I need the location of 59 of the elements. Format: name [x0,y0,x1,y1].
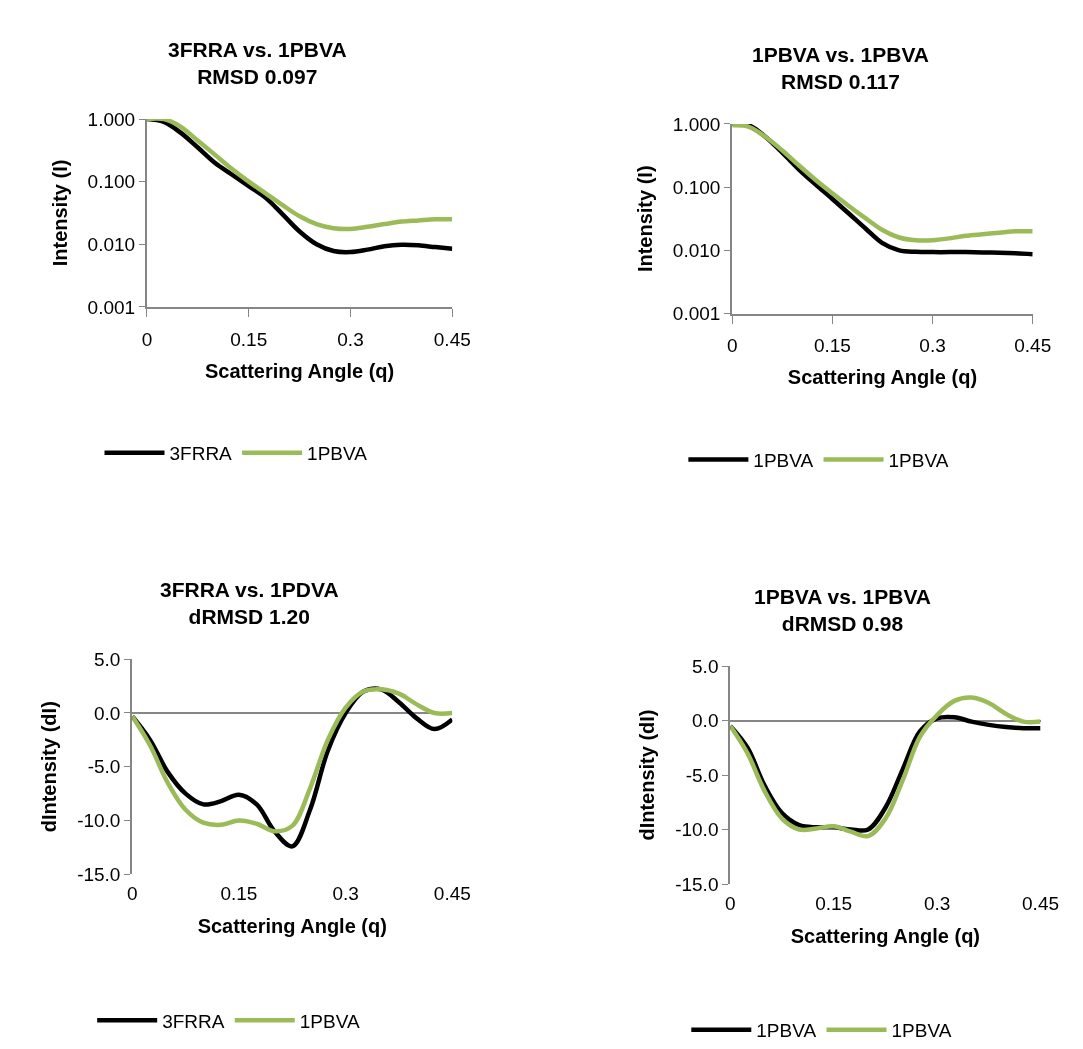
x-tick-label: 0.15 [230,328,268,350]
x-tick-label: 0.3 [923,893,951,915]
x-tick-label: 0.3 [332,883,359,905]
chart-title: 1PBVA vs. 1PBVA [754,585,932,608]
chart-title: 3FRRA vs. 1PDVA [160,578,339,601]
chart-title: 1PBVA vs. 1PBVA [752,43,930,66]
y-tick-label: 5.0 [692,655,719,677]
x-tick-label: 0.45 [433,328,471,350]
y-tick-label: -5.0 [685,764,719,786]
legend-label: 1PBVA [891,1020,952,1042]
y-tick-label: 0.010 [672,240,721,262]
y-tick-label: 0.001 [672,303,721,325]
chart-subtitle: dRMSD 0.98 [781,612,904,636]
y-axis-title: dIntensity (dI) [38,701,61,833]
y-axis-title: Intensity (I) [633,165,656,273]
y-axis-title: dIntensity (dI) [636,709,659,841]
legend-label: 1PBVA [299,1010,360,1032]
y-tick-label: 0.0 [692,710,719,732]
x-axis-title: Scattering Angle (q) [787,366,978,389]
x-tick-label: 0.45 [1014,335,1052,357]
x-axis-title: Scattering Angle (q) [204,359,395,382]
y-tick-label: -5.0 [87,756,121,778]
x-tick-label: 0.45 [1022,893,1060,915]
legend-label: 3FRRA [162,1010,225,1032]
y-tick-label: 1.000 [672,113,721,135]
y-tick-label: 5.0 [94,648,121,670]
chart-subtitle: dRMSD 1.20 [188,605,310,629]
y-tick-label: -10.0 [77,810,121,832]
y-tick-label: -15.0 [77,863,121,885]
y-tick-label: 0.001 [87,296,136,318]
x-tick-label: 0.15 [815,893,853,915]
x-axis-title: Scattering Angle (q) [790,924,981,947]
x-tick-label: 0.3 [337,328,364,350]
legend-label: 1PBVA [756,1020,817,1042]
y-tick-label: 1.000 [87,108,136,130]
legend-label: 1PBVA [753,449,814,471]
y-tick-label: 0.100 [87,171,136,193]
x-tick-label: 0.15 [813,335,851,357]
x-axis-title: Scattering Angle (q) [197,914,387,937]
chart-subtitle: RMSD 0.097 [197,65,318,89]
y-tick-label: 0.010 [87,233,136,255]
x-tick-label: 0.15 [220,883,258,905]
legend-label: 1PBVA [888,449,949,471]
x-tick-label: 0 [141,328,153,350]
x-tick-label: 0 [126,883,138,905]
y-tick-label: -15.0 [675,873,719,895]
x-tick-label: 0.45 [433,883,471,905]
legend-label: 1PBVA [307,443,368,465]
legend-label: 3FRRA [169,443,233,465]
y-tick-label: 0.100 [672,176,721,198]
y-tick-label: -10.0 [675,819,719,841]
chart-title: 3FRRA vs. 1PBVA [168,38,347,61]
x-tick-label: 0 [724,893,736,915]
chart-subtitle: RMSD 0.117 [780,70,901,94]
x-tick-label: 0 [726,335,738,357]
line-series [146,119,453,232]
x-tick-label: 0.3 [919,335,946,357]
y-tick-label: 0.0 [94,702,121,724]
y-axis-title: Intensity (I) [48,159,71,267]
